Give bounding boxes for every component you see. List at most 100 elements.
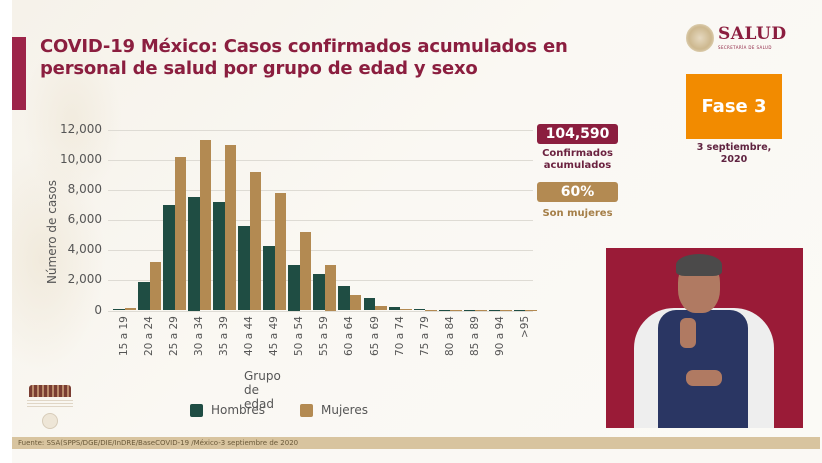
phase-badge: Fase 3 (686, 74, 782, 139)
page-title: COVID-19 México: Casos confirmados acumu… (40, 36, 600, 80)
bar-men (113, 308, 125, 311)
interpreter-hair (676, 254, 722, 276)
interpreter-hand (680, 318, 696, 348)
x-tick-label: 20 a 24 (143, 316, 156, 356)
bar-women (525, 309, 537, 311)
logo-subtitle: SECRETARÍA DE SALUD (718, 45, 772, 50)
title-accent-bar (12, 37, 26, 110)
interpreter-hand-2 (686, 370, 722, 386)
x-tick-label: 25 a 29 (168, 316, 181, 356)
y-tick-label: 2,000 (67, 272, 102, 287)
total-label-line-2: acumulados (543, 160, 612, 171)
gridline (108, 129, 533, 131)
bar-men (363, 298, 375, 311)
source-footer: Fuente: SSA(SPPS/DGE/DIE/InDRE/BaseCOVID… (12, 437, 820, 449)
legend-men-label: Hombres (211, 403, 265, 417)
x-tick-label: >95 (518, 315, 531, 338)
bar-men (263, 245, 275, 311)
bar-women (299, 232, 312, 311)
legend-women-swatch (300, 403, 313, 417)
government-emblem (24, 385, 76, 433)
bar-women (425, 309, 437, 311)
women-percent-badge: 60% (537, 182, 618, 202)
total-cases-badge: 104,590 (537, 124, 618, 144)
bar-women (224, 144, 237, 311)
title-line-2: personal de salud por grupo de edad y se… (40, 58, 478, 79)
small-seal-icon (42, 413, 58, 429)
bar-women (124, 308, 136, 311)
phase-date-line-2: 2020 (720, 154, 748, 165)
gridline (108, 189, 533, 191)
x-tick-label: 90 a 94 (493, 316, 506, 356)
interpreter-vest (658, 310, 748, 428)
bar-men (138, 281, 150, 311)
y-tick-label: 8,000 (67, 181, 102, 196)
x-axis-label: Grupo de edad (244, 369, 281, 411)
phase-date-line-1: 3 septiembre, (696, 142, 772, 153)
legend-women: Mujeres (300, 403, 368, 417)
x-tick-label: 30 a 34 (193, 316, 206, 356)
bar-men (438, 309, 451, 311)
x-tick-label: 45 a 49 (268, 316, 281, 356)
logo-name: SALUD (718, 24, 787, 44)
y-tick-label: 4,000 (67, 242, 102, 257)
bar-women (249, 171, 262, 311)
bar-men (188, 197, 200, 311)
y-tick-label: 6,000 (67, 212, 102, 226)
x-tick-label: 65 a 69 (368, 316, 381, 356)
bar-men (313, 274, 325, 311)
x-tick-label: 40 a 44 (243, 316, 256, 356)
bar-men (163, 204, 175, 311)
total-cases-label: Confirmados acumulados (530, 148, 625, 172)
women-percent-label: Son mujeres (542, 208, 613, 219)
x-tick-label: 50 a 54 (293, 316, 306, 356)
bar-women (149, 262, 162, 311)
x-tick-label: 80 a 84 (443, 316, 456, 356)
bar-men (488, 309, 501, 311)
title-line-1: COVID-19 México: Casos confirmados acumu… (40, 36, 568, 57)
bar-women (400, 308, 412, 311)
x-tick-label: 55 a 59 (318, 316, 331, 356)
national-seal-icon (686, 24, 714, 52)
legend-men-swatch (190, 403, 203, 417)
y-tick-label: 10,000 (60, 151, 102, 166)
gridline (108, 220, 533, 221)
bar-women (500, 309, 512, 311)
x-tick-label: 85 a 89 (468, 316, 481, 356)
bar-women (199, 140, 212, 311)
legend-men: Hombres (190, 403, 265, 417)
footer-bottom-strip (12, 449, 822, 463)
salud-logo: SALUD SECRETARÍA DE SALUD (686, 24, 787, 52)
bar-women (475, 309, 487, 311)
bar-men (513, 309, 526, 311)
bar-men (338, 286, 350, 311)
x-tick-label: 35 a 39 (218, 316, 231, 356)
bar-women (324, 265, 337, 311)
emblem-caption-lines (27, 400, 73, 408)
legend-women-label: Mujeres (321, 403, 368, 417)
crowd-emblem-icon (29, 385, 71, 397)
bar-women (349, 294, 362, 311)
y-tick-label: 0 (94, 302, 102, 317)
bar-women (450, 309, 462, 311)
x-tick-label: 75 a 79 (418, 316, 431, 356)
x-tick-label: 15 a 19 (118, 316, 130, 356)
bar-women (375, 305, 387, 311)
bar-women (274, 192, 287, 311)
sign-language-interpreter-video (606, 248, 803, 428)
total-label-line-1: Confirmados (542, 148, 613, 159)
bar-men (288, 265, 300, 311)
bar-men (213, 201, 225, 311)
gridline (108, 250, 533, 252)
bar-men (238, 226, 250, 311)
x-tick-label: 70 a 74 (393, 316, 406, 356)
bar-men (463, 309, 476, 311)
phase-date: 3 septiembre, 2020 (686, 142, 782, 166)
y-tick-label: 12,000 (60, 121, 102, 136)
x-tick-label: 60 a 64 (343, 316, 356, 356)
bar-men (413, 308, 426, 311)
gridline (108, 159, 533, 161)
bar-men (388, 306, 401, 311)
bar-women (174, 156, 187, 311)
gridline (108, 310, 533, 312)
